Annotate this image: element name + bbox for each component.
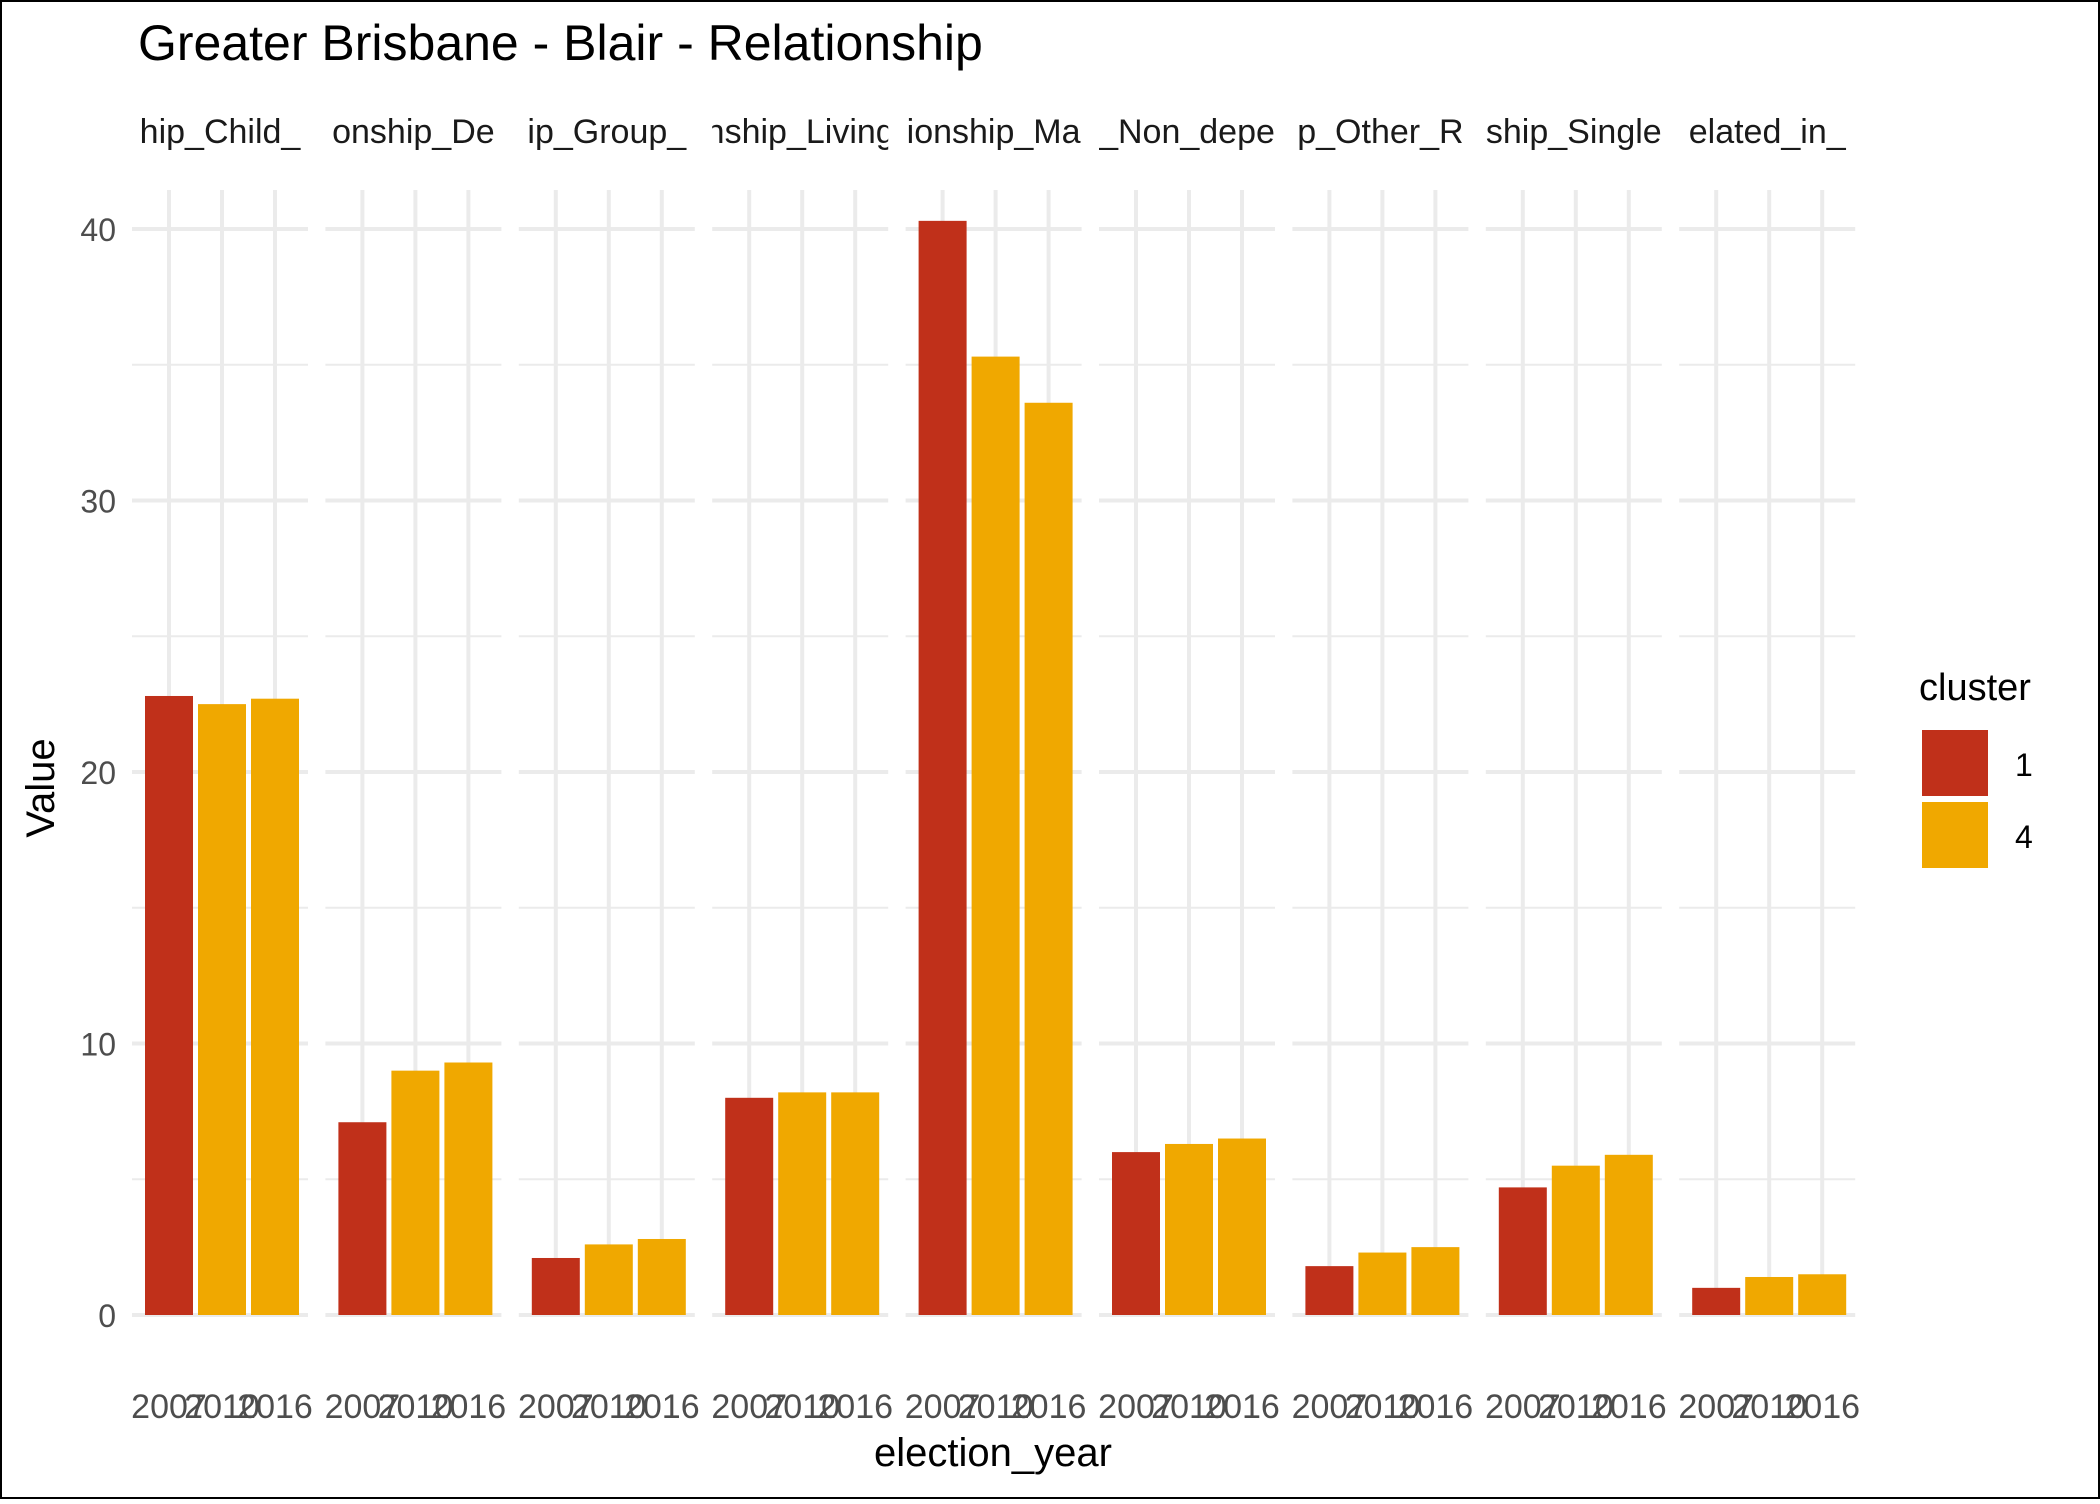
x-tick-label: 2010 [184,1388,260,1426]
bar [1604,1154,1653,1315]
x-tick-label: 2010 [571,1388,647,1426]
x-tick-label: 2016 [1204,1388,1280,1426]
bar [1498,1187,1547,1315]
x-tick-label: 2010 [764,1388,840,1426]
x-tick-label: 2016 [624,1388,700,1426]
facet-panels: 200720102016hip_Child_200720102016onship… [131,113,1860,1426]
x-tick-label: 2007 [1292,1388,1368,1426]
x-tick-label: 2007 [325,1388,401,1426]
x-tick-label: 2010 [958,1388,1034,1426]
legend: 14 [1922,730,2033,868]
x-tick-label: 2007 [905,1388,981,1426]
x-tick-label: 2016 [1011,1388,1087,1426]
bar [338,1122,387,1315]
bar [1218,1138,1266,1315]
strip-label: ip_Group_ [527,113,687,151]
bar [918,220,967,1316]
x-tick-label: 2016 [1398,1388,1474,1426]
y-tick-label: 30 [80,484,116,520]
x-tick-label: 2016 [237,1388,313,1426]
x-tick-label: 2007 [518,1388,594,1426]
bar [584,1244,633,1315]
chart-title: Greater Brisbane - Blair - Relationship [138,15,983,71]
bar [831,1092,880,1315]
strip-label: hip_Child_ [140,113,302,151]
bar [1692,1287,1741,1315]
strip-label: elated_in_ [1689,113,1847,151]
x-tick-label: 2010 [1151,1388,1227,1426]
bar [778,1092,827,1315]
y-tick-label: 40 [80,212,116,248]
bar [1165,1143,1213,1315]
bar [1358,1252,1407,1315]
x-tick-label: 2010 [1345,1388,1421,1426]
x-tick-label: 2007 [131,1388,207,1426]
bar [1024,402,1073,1315]
x-tick-label: 2010 [1731,1388,1807,1426]
bar [1745,1276,1794,1315]
bar [198,704,246,1315]
legend-label: 4 [2015,819,2033,855]
bar [725,1097,774,1315]
x-tick-label: 2007 [1678,1388,1754,1426]
x-tick-label: 2007 [1485,1388,1561,1426]
strip-label: p_Other_R [1297,113,1463,151]
strip-label: onship_De [332,113,495,151]
x-tick-label: 2016 [817,1388,893,1426]
strip-label: ionship_Ma [907,113,1081,151]
bar [1798,1274,1847,1315]
bar [1112,1152,1160,1315]
y-axis-label: Value [19,738,63,837]
x-tick-label: 2010 [378,1388,454,1426]
strip-label: _Non_depe [1098,113,1275,151]
bar [637,1238,686,1315]
bar [145,695,193,1315]
bar [444,1062,493,1315]
x-tick-label: 2007 [711,1388,787,1426]
bar [251,698,299,1315]
y-axis-ticks: 0 10 20 30 40 [80,212,116,1334]
y-tick-label: 20 [80,755,116,791]
x-axis-label: election_year [874,1431,1112,1475]
strip-label: ship_Single [1486,113,1662,151]
x-tick-label: 2010 [1538,1388,1614,1426]
strip-label: nship_Living [706,113,895,151]
legend-swatch [1922,802,1988,868]
bar [1305,1266,1354,1315]
bar [1551,1165,1600,1315]
bar [391,1070,440,1315]
legend-title: cluster [1919,667,2031,709]
y-tick-label: 10 [80,1027,116,1063]
bar [971,356,1020,1316]
x-tick-label: 2016 [1591,1388,1667,1426]
legend-swatch [1922,730,1988,796]
legend-label: 1 [2015,747,2033,783]
y-tick-label: 0 [98,1298,116,1334]
x-tick-label: 2007 [1098,1388,1174,1426]
bar [1411,1247,1460,1315]
bar [531,1257,580,1315]
x-tick-label: 2016 [1784,1388,1860,1426]
x-tick-label: 2016 [431,1388,507,1426]
